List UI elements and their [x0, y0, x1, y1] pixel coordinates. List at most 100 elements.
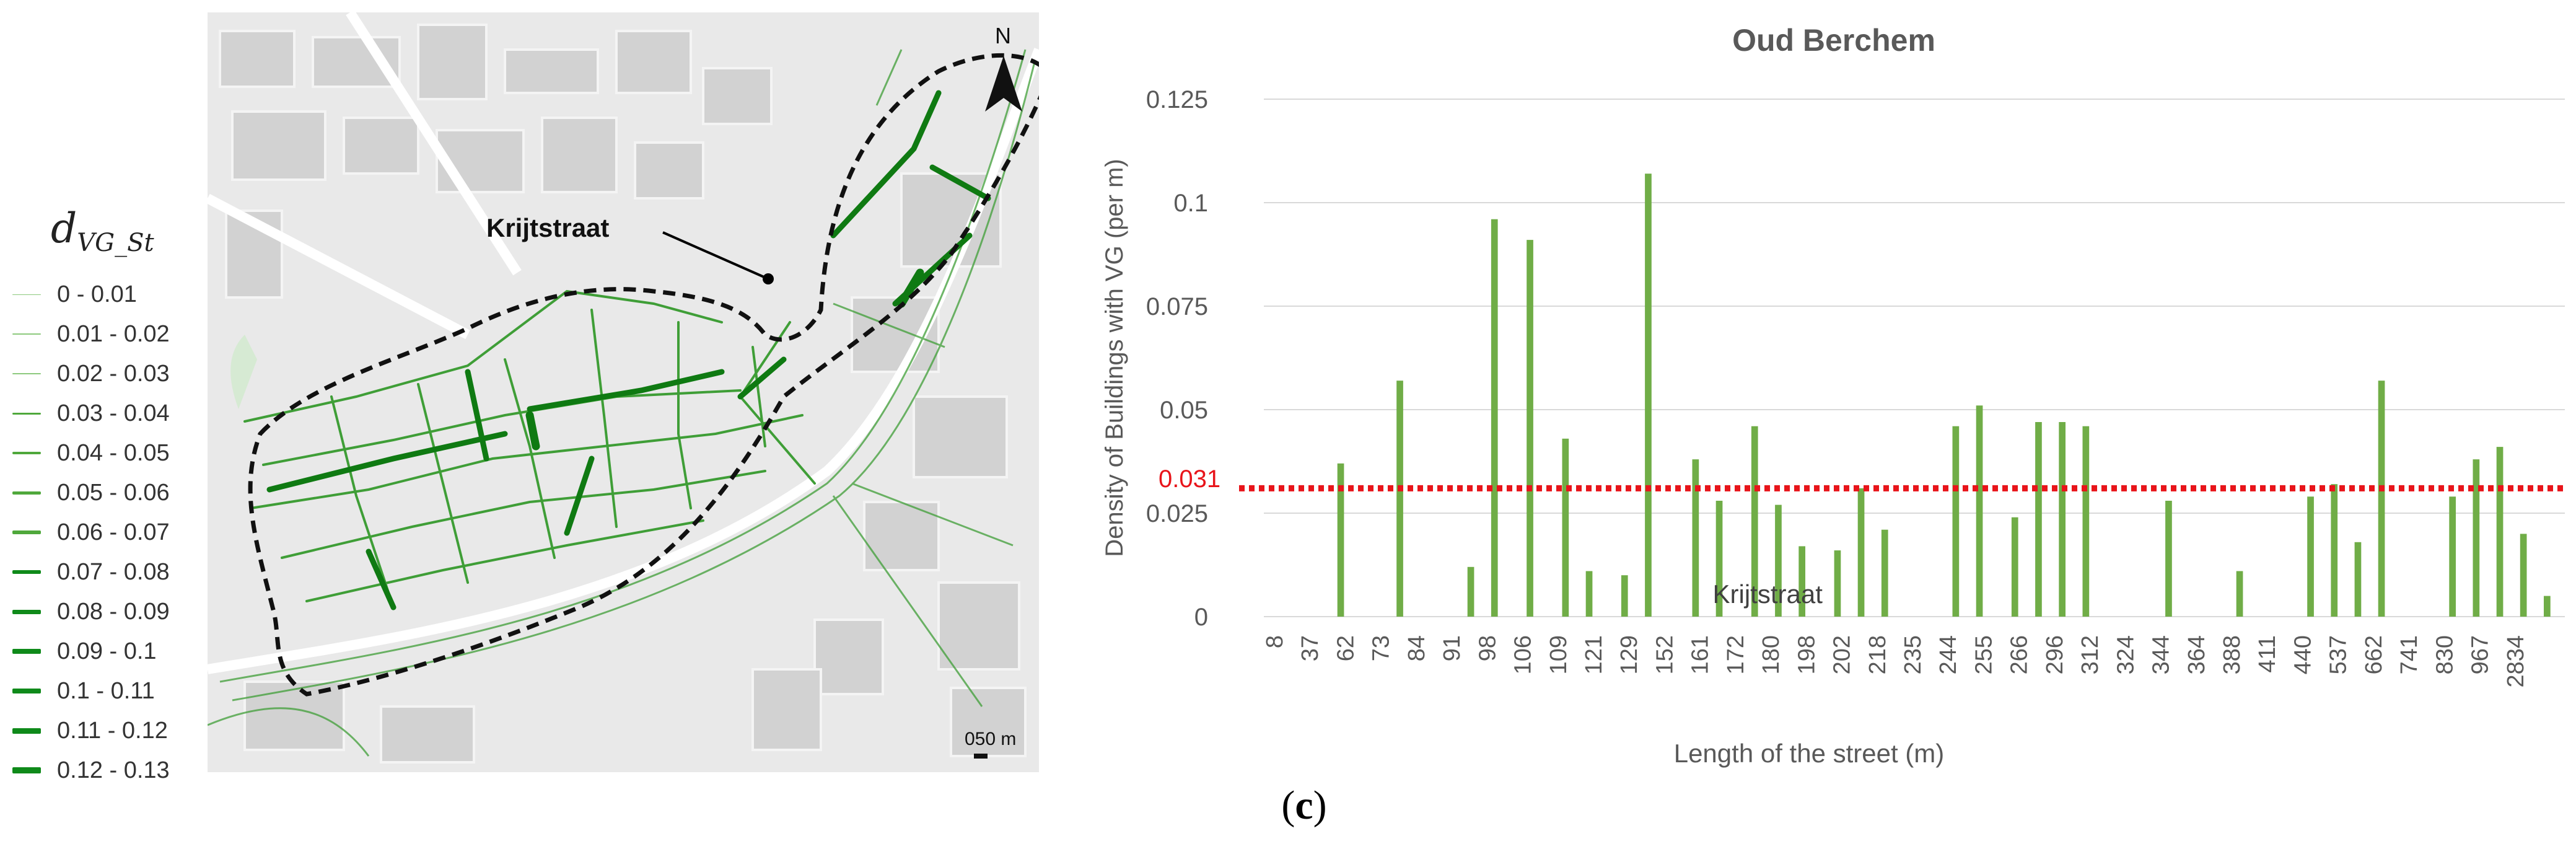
legend-swatch [12, 609, 41, 614]
y-tick-label: 0.05 [1160, 397, 1208, 424]
north-label: N [995, 23, 1011, 48]
bar [1798, 546, 1805, 617]
y-tick-labels: 0 0.025 0.05 0.075 0.1 0.125 [1146, 86, 1208, 631]
bar [2496, 447, 2504, 617]
y-tick-label: 0.1 [1173, 190, 1208, 217]
street-map: Krijtstraat N 050 m [208, 12, 1039, 772]
bar [2236, 571, 2243, 617]
bar [1585, 571, 1593, 617]
x-tick-label: 537 [2326, 635, 2352, 674]
bar [1715, 501, 1723, 617]
legend-title: dVG_St [51, 205, 154, 258]
legend-item: 0.12 - 0.13 [12, 751, 204, 790]
legend-item: 0.09 - 0.1 [12, 632, 204, 671]
x-tick-label: 967 [2468, 635, 2494, 674]
x-tick-label: 109 [1546, 635, 1572, 674]
x-tick-label: 84 [1404, 635, 1430, 661]
bar [1645, 174, 1652, 617]
x-tick-label: 296 [2042, 635, 2068, 674]
legend-label: 0.07 - 0.08 [57, 558, 170, 585]
legend-label: 0.08 - 0.09 [57, 598, 170, 625]
gridlines [1264, 99, 2565, 617]
x-tick-label: 324 [2113, 635, 2139, 674]
krijtstraat-label: Krijtstraat [486, 213, 609, 242]
x-tick-label: 129 [1616, 635, 1642, 674]
bar [2307, 496, 2314, 617]
legend-label: 0.12 - 0.13 [57, 757, 170, 783]
legend-item: 0 - 0.01 [12, 275, 204, 314]
bar [1881, 529, 1888, 617]
legend-label: 0.09 - 0.1 [57, 638, 157, 664]
legend-item: 0.01 - 0.02 [12, 314, 204, 354]
legend-swatch [12, 372, 41, 375]
legend-label: 0.02 - 0.03 [57, 360, 170, 387]
bar [1834, 550, 1841, 617]
legend-label: 0.04 - 0.05 [57, 439, 170, 466]
x-axis-label: Length of the street (m) [1674, 739, 1945, 768]
x-tick-label: 255 [1971, 635, 1997, 674]
x-tick-label: 235 [1900, 635, 1926, 674]
legend-swatch [12, 688, 41, 694]
bar [2011, 517, 2018, 617]
bar [2520, 534, 2527, 617]
north-arrow: N [985, 23, 1022, 112]
legend-label: 0.06 - 0.07 [57, 519, 170, 545]
bar [1775, 504, 1782, 617]
figure-caption: (c) [1281, 783, 1327, 828]
x-tick-label: 388 [2219, 635, 2245, 674]
x-tick-label: 121 [1581, 635, 1607, 674]
bar [2059, 422, 2066, 617]
legend-label: 0.03 - 0.04 [57, 400, 170, 426]
threshold-label: 0.031 [1159, 465, 1220, 493]
bar [1976, 405, 1983, 617]
bar [2035, 422, 2042, 617]
legend-swatch [12, 530, 41, 534]
legend-swatch [12, 728, 41, 734]
bar [1857, 488, 1865, 617]
bar-chart: Oud Berchem 0 0.025 0.05 0.075 0.1 0.125 0.03… [1101, 23, 2565, 768]
bar [1952, 426, 1960, 617]
bar [2473, 459, 2480, 617]
x-tick-label: 172 [1723, 635, 1749, 674]
x-tick-label: 440 [2290, 635, 2316, 674]
legend-item: 0.03 - 0.04 [12, 394, 204, 433]
bar [2378, 381, 2385, 617]
x-tick-label: 202 [1829, 635, 1855, 674]
legend-swatch [12, 452, 41, 455]
legend-label: 0.11 - 0.12 [57, 717, 168, 744]
bar [1692, 459, 1699, 617]
threshold: 0.031 [1159, 465, 2565, 493]
x-tick-label: 266 [2007, 635, 2033, 674]
x-tick-label: 180 [1758, 635, 1784, 674]
legend-label: 0.05 - 0.06 [57, 479, 170, 506]
x-tick-label: 364 [2184, 635, 2210, 674]
legend-label: 0.01 - 0.02 [57, 320, 170, 347]
bar [2544, 596, 2551, 617]
x-tick-label: 161 [1688, 635, 1714, 674]
x-tick-label: 411 [2254, 635, 2280, 673]
chart-title: Oud Berchem [1732, 23, 1935, 58]
bars [1337, 174, 2551, 617]
scale-bar [974, 754, 988, 759]
bar [1491, 219, 1498, 617]
scale-label: 050 m [965, 729, 1016, 749]
bar [1337, 463, 1344, 617]
legend-item: 0.06 - 0.07 [12, 513, 204, 552]
x-tick-label: 37 [1297, 635, 1323, 661]
x-tick-label: 106 [1510, 635, 1536, 674]
krijtstraat-annotation: Krijtstraat [1713, 579, 1823, 609]
bar [1621, 575, 1628, 617]
legend-item: 0.05 - 0.06 [12, 473, 204, 513]
legend-label: 0 - 0.01 [57, 281, 137, 307]
y-tick-label: 0.075 [1146, 293, 1208, 320]
legend-rows: 0 - 0.01 0.01 - 0.02 0.02 - 0.03 0.03 - 0.0… [12, 275, 204, 790]
legend-item: 0.08 - 0.09 [12, 592, 204, 632]
bar [2165, 501, 2172, 617]
x-tick-label: 62 [1333, 635, 1359, 661]
bar [1527, 240, 1533, 617]
legend-swatch [12, 294, 41, 295]
x-tick-label: 662 [2361, 635, 2387, 674]
legend-item: 0.11 - 0.12 [12, 711, 204, 751]
legend-item: 0.07 - 0.08 [12, 552, 204, 592]
map-legend: dVG_St 0 - 0.01 0.01 - 0.02 0.02 - 0.03 0.0… [12, 205, 204, 790]
